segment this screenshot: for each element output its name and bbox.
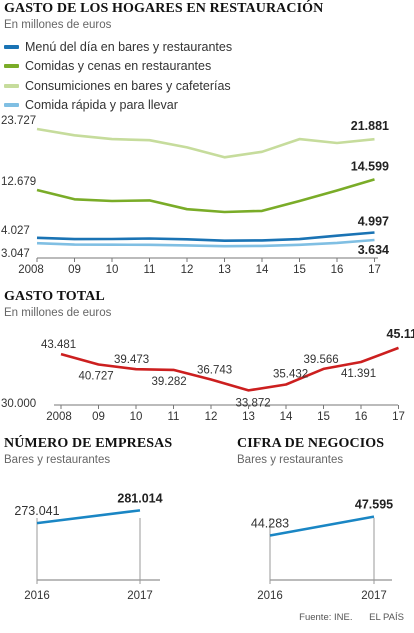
- x-tick-label: 09: [92, 411, 105, 423]
- data-label: 39.282: [152, 376, 187, 388]
- data-label: 39.566: [304, 354, 339, 366]
- source-note: Fuente: INE.: [299, 612, 353, 623]
- footer: Fuente: INE. EL PAÍS: [285, 612, 404, 623]
- x-tick-label: 2016: [24, 590, 50, 602]
- x-tick-label: 12: [205, 411, 218, 423]
- chart-subtitle-gasto-total: En millones de euros: [4, 307, 112, 319]
- legend: Menú del día en bares y restaurantes Com…: [4, 37, 232, 115]
- x-tick-label: 2008: [18, 264, 44, 276]
- x-tick-label: 10: [130, 411, 143, 423]
- start-value-label: 4.027: [1, 225, 30, 237]
- start-value-label: 3.047: [1, 248, 30, 260]
- data-label: 43.481: [41, 339, 76, 351]
- x-tick-label: 14: [280, 411, 293, 423]
- legend-item: Comidas y cenas en restaurantes: [4, 57, 232, 77]
- x-tick-label: 16: [331, 264, 344, 276]
- x-tick-label: 17: [392, 411, 405, 423]
- legend-label: Consumiciones en bares y cafeterías: [25, 78, 231, 93]
- data-label: 47.595: [355, 498, 393, 512]
- x-tick-label: 2017: [127, 590, 153, 602]
- chart-subtitle-cifra-negocios: Bares y restaurantes: [237, 454, 344, 466]
- x-tick-label: 17: [368, 264, 381, 276]
- x-tick-label: 16: [355, 411, 368, 423]
- x-tick-label: 13: [218, 264, 231, 276]
- x-tick-label: 15: [293, 264, 306, 276]
- x-tick-label: 10: [106, 264, 119, 276]
- series-line-total: [60, 346, 399, 392]
- x-tick-label: 2017: [361, 590, 387, 602]
- legend-item: Comida rápida y para llevar: [4, 96, 232, 116]
- chart-subtitle-gasto-hogares: En millones de euros: [4, 19, 112, 31]
- series-line-2: [36, 178, 375, 214]
- data-label: 39.473: [114, 354, 149, 366]
- series-line-3: [36, 127, 375, 159]
- x-tick-label: 09: [68, 264, 81, 276]
- data-label: 36.743: [197, 365, 232, 377]
- x-tick-label: 13: [242, 411, 255, 423]
- series-line-4: [36, 238, 375, 248]
- legend-label: Comidas y cenas en restaurantes: [25, 59, 212, 74]
- chart-title-gasto-total: GASTO TOTAL: [4, 289, 105, 304]
- x-tick-label: 11: [144, 264, 156, 276]
- x-tick-label: 11: [168, 411, 180, 423]
- series-line: [36, 509, 141, 525]
- data-label: 281.014: [117, 491, 162, 505]
- legend-label: Comida rápida y para llevar: [25, 98, 178, 113]
- end-value-label: 21.881: [351, 119, 389, 133]
- series-line: [269, 515, 375, 537]
- x-tick-label: 2016: [257, 590, 283, 602]
- brand-label: EL PAÍS: [369, 612, 404, 623]
- legend-item: Consumiciones en bares y cafeterías: [4, 76, 232, 96]
- legend-swatch: [4, 44, 19, 49]
- legend-label: Menú del día en bares y restaurantes: [25, 39, 233, 54]
- data-label: 273.041: [14, 504, 59, 518]
- legend-swatch: [4, 103, 19, 108]
- end-value-label: 3.634: [358, 243, 389, 257]
- data-label: 33.872: [236, 397, 271, 409]
- end-value-label: 4.997: [358, 214, 389, 228]
- data-label: 41.391: [341, 368, 376, 380]
- chart-title-gasto-hogares: GASTO DE LOS HOGARES EN RESTAURACIÓN: [4, 1, 324, 16]
- chart-title-cifra-negocios: CIFRA DE NEGOCIOS: [237, 436, 385, 451]
- legend-item: Menú del día en bares y restaurantes: [4, 37, 232, 57]
- data-label: 44.283: [251, 517, 289, 531]
- data-label: 35.432: [273, 368, 308, 380]
- data-label: 40.727: [79, 370, 114, 382]
- y-tick-label: 30.000: [1, 398, 36, 410]
- x-tick-label: 2008: [46, 411, 72, 423]
- x-tick-label: 15: [317, 411, 330, 423]
- legend-swatch: [4, 83, 19, 88]
- start-value-label: 23.727: [1, 115, 36, 127]
- start-value-label: 12.679: [1, 176, 36, 188]
- chart-subtitle-numero-empresas: Bares y restaurantes: [4, 454, 111, 466]
- legend-swatch: [4, 64, 19, 69]
- chart-title-numero-empresas: NÚMERO DE EMPRESAS: [4, 436, 173, 451]
- data-label: 45.111: [387, 327, 414, 341]
- end-value-label: 14.599: [351, 159, 389, 173]
- x-tick-label: 14: [256, 264, 269, 276]
- x-tick-label: 12: [181, 264, 194, 276]
- series-line-1: [36, 231, 375, 242]
